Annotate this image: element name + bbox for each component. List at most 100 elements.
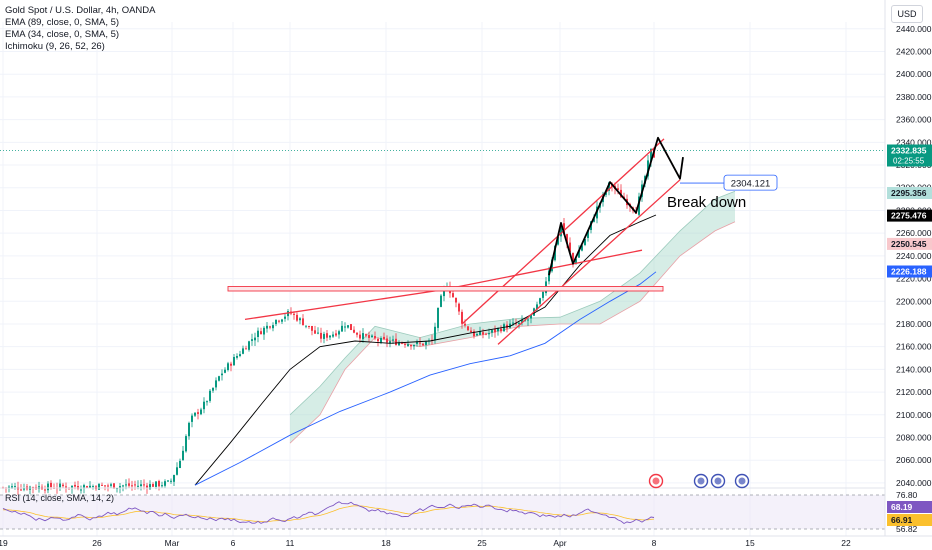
candle-body xyxy=(155,481,157,487)
candle-body xyxy=(389,341,391,343)
ichimoku-legend[interactable]: Ichimoku (9, 26, 52, 26) xyxy=(5,41,105,52)
candle-body xyxy=(209,390,211,401)
candle-body xyxy=(359,334,361,339)
ema-89-legend[interactable]: EMA (89, close, 0, SMA, 5) xyxy=(5,17,120,28)
candle-body xyxy=(518,322,520,324)
grid xyxy=(0,22,885,536)
candle-body xyxy=(278,320,280,322)
candle-body xyxy=(80,489,82,491)
candle-body xyxy=(308,326,310,327)
candle-body xyxy=(581,245,583,251)
candle-body xyxy=(233,357,235,366)
candle-body xyxy=(302,318,304,326)
candle-body xyxy=(149,484,151,490)
price-axis: 2440.000 2420.000 2400.000 2380.000 2360.000… xyxy=(884,0,932,550)
candle-body xyxy=(365,334,367,336)
candle-body xyxy=(407,344,409,346)
candle-body xyxy=(473,331,475,337)
price-label: 2295.356 xyxy=(891,188,927,198)
countdown-label: 02:25:55 xyxy=(893,157,925,166)
candle-body xyxy=(218,376,220,381)
candle-body xyxy=(479,331,481,335)
price-tick: 2120.000 xyxy=(896,387,932,397)
candle-body xyxy=(131,485,133,487)
candle-body xyxy=(563,223,565,235)
price-tick: 2080.000 xyxy=(896,433,932,443)
candle-body xyxy=(59,483,61,488)
time-tick: 22 xyxy=(841,538,851,548)
target-label: 2304.121 xyxy=(731,179,771,190)
price-label-bg xyxy=(887,237,932,250)
candle-body xyxy=(494,329,496,333)
candle-body xyxy=(86,486,88,489)
projection-path xyxy=(548,136,684,276)
candle-body xyxy=(263,327,265,335)
candle-body xyxy=(254,337,256,341)
candle-body xyxy=(569,242,571,253)
candle-body xyxy=(248,341,250,350)
candle-body xyxy=(110,484,112,486)
candle-body xyxy=(272,325,274,329)
ema-89-line xyxy=(194,271,657,486)
event-dot-icon xyxy=(652,477,660,485)
price-tick: 2100.000 xyxy=(896,410,932,420)
candle-body xyxy=(500,328,502,332)
candle-body xyxy=(464,323,466,326)
candle-body xyxy=(191,415,193,422)
price-tick: 2360.000 xyxy=(896,115,932,125)
ema-34-legend[interactable]: EMA (34, close, 0, SMA, 5) xyxy=(5,29,120,40)
candle-body xyxy=(197,412,199,414)
candle-body xyxy=(386,338,388,343)
candle-body xyxy=(128,483,130,486)
candle-body xyxy=(350,324,352,330)
candle-body xyxy=(77,486,79,489)
candle-body xyxy=(443,289,445,297)
cloud-edge-lower xyxy=(289,221,736,444)
time-axis: 19 26 Mar 6 11 18 25 Apr 8 15 22 xyxy=(0,535,932,548)
candle-body xyxy=(311,326,313,331)
candle-body xyxy=(491,330,493,333)
candle-body xyxy=(122,485,124,487)
candle-body xyxy=(119,486,121,489)
time-tick: 8 xyxy=(652,538,657,548)
candle-body xyxy=(215,380,217,388)
candle-body xyxy=(146,485,148,489)
candle-body xyxy=(575,258,577,263)
candle-body xyxy=(227,363,229,370)
candle-body xyxy=(377,339,379,342)
candle-body xyxy=(437,307,439,328)
candle-body xyxy=(332,334,334,337)
candle-body xyxy=(71,485,73,489)
candle-body xyxy=(542,292,544,298)
cloud-edge-upper xyxy=(289,190,736,416)
candle-body xyxy=(497,328,499,332)
candle-body xyxy=(617,188,619,190)
candle-body xyxy=(173,475,175,482)
candle-body xyxy=(266,325,268,329)
candle-body xyxy=(257,330,259,337)
candle-body xyxy=(170,480,172,482)
rsi-tick: 56.82 xyxy=(896,524,918,534)
candle-body xyxy=(104,485,106,487)
currency-button[interactable]: USD xyxy=(891,5,923,23)
candle-body xyxy=(335,333,337,336)
time-tick: 26 xyxy=(92,538,102,548)
candle-body xyxy=(194,412,196,416)
candle-body xyxy=(47,483,49,491)
candle-body xyxy=(212,387,214,391)
symbol-title[interactable]: Gold Spot / U.S. Dollar, 4h, OANDA xyxy=(5,5,156,16)
candle-body xyxy=(230,363,232,366)
candle-body xyxy=(341,325,343,332)
price-label: 2226.188 xyxy=(891,267,927,277)
rsi-legend[interactable]: RSI (14, close, SMA, 14, 2) xyxy=(5,493,115,503)
candle-body xyxy=(236,356,238,358)
candle-body xyxy=(326,333,328,338)
time-tick: 6 xyxy=(231,538,236,548)
candle-body xyxy=(560,224,562,237)
candle-body xyxy=(296,314,298,321)
price-label-bg xyxy=(887,209,932,222)
candle-body xyxy=(548,270,550,282)
candle-body xyxy=(317,332,319,334)
candle-body xyxy=(176,467,178,475)
